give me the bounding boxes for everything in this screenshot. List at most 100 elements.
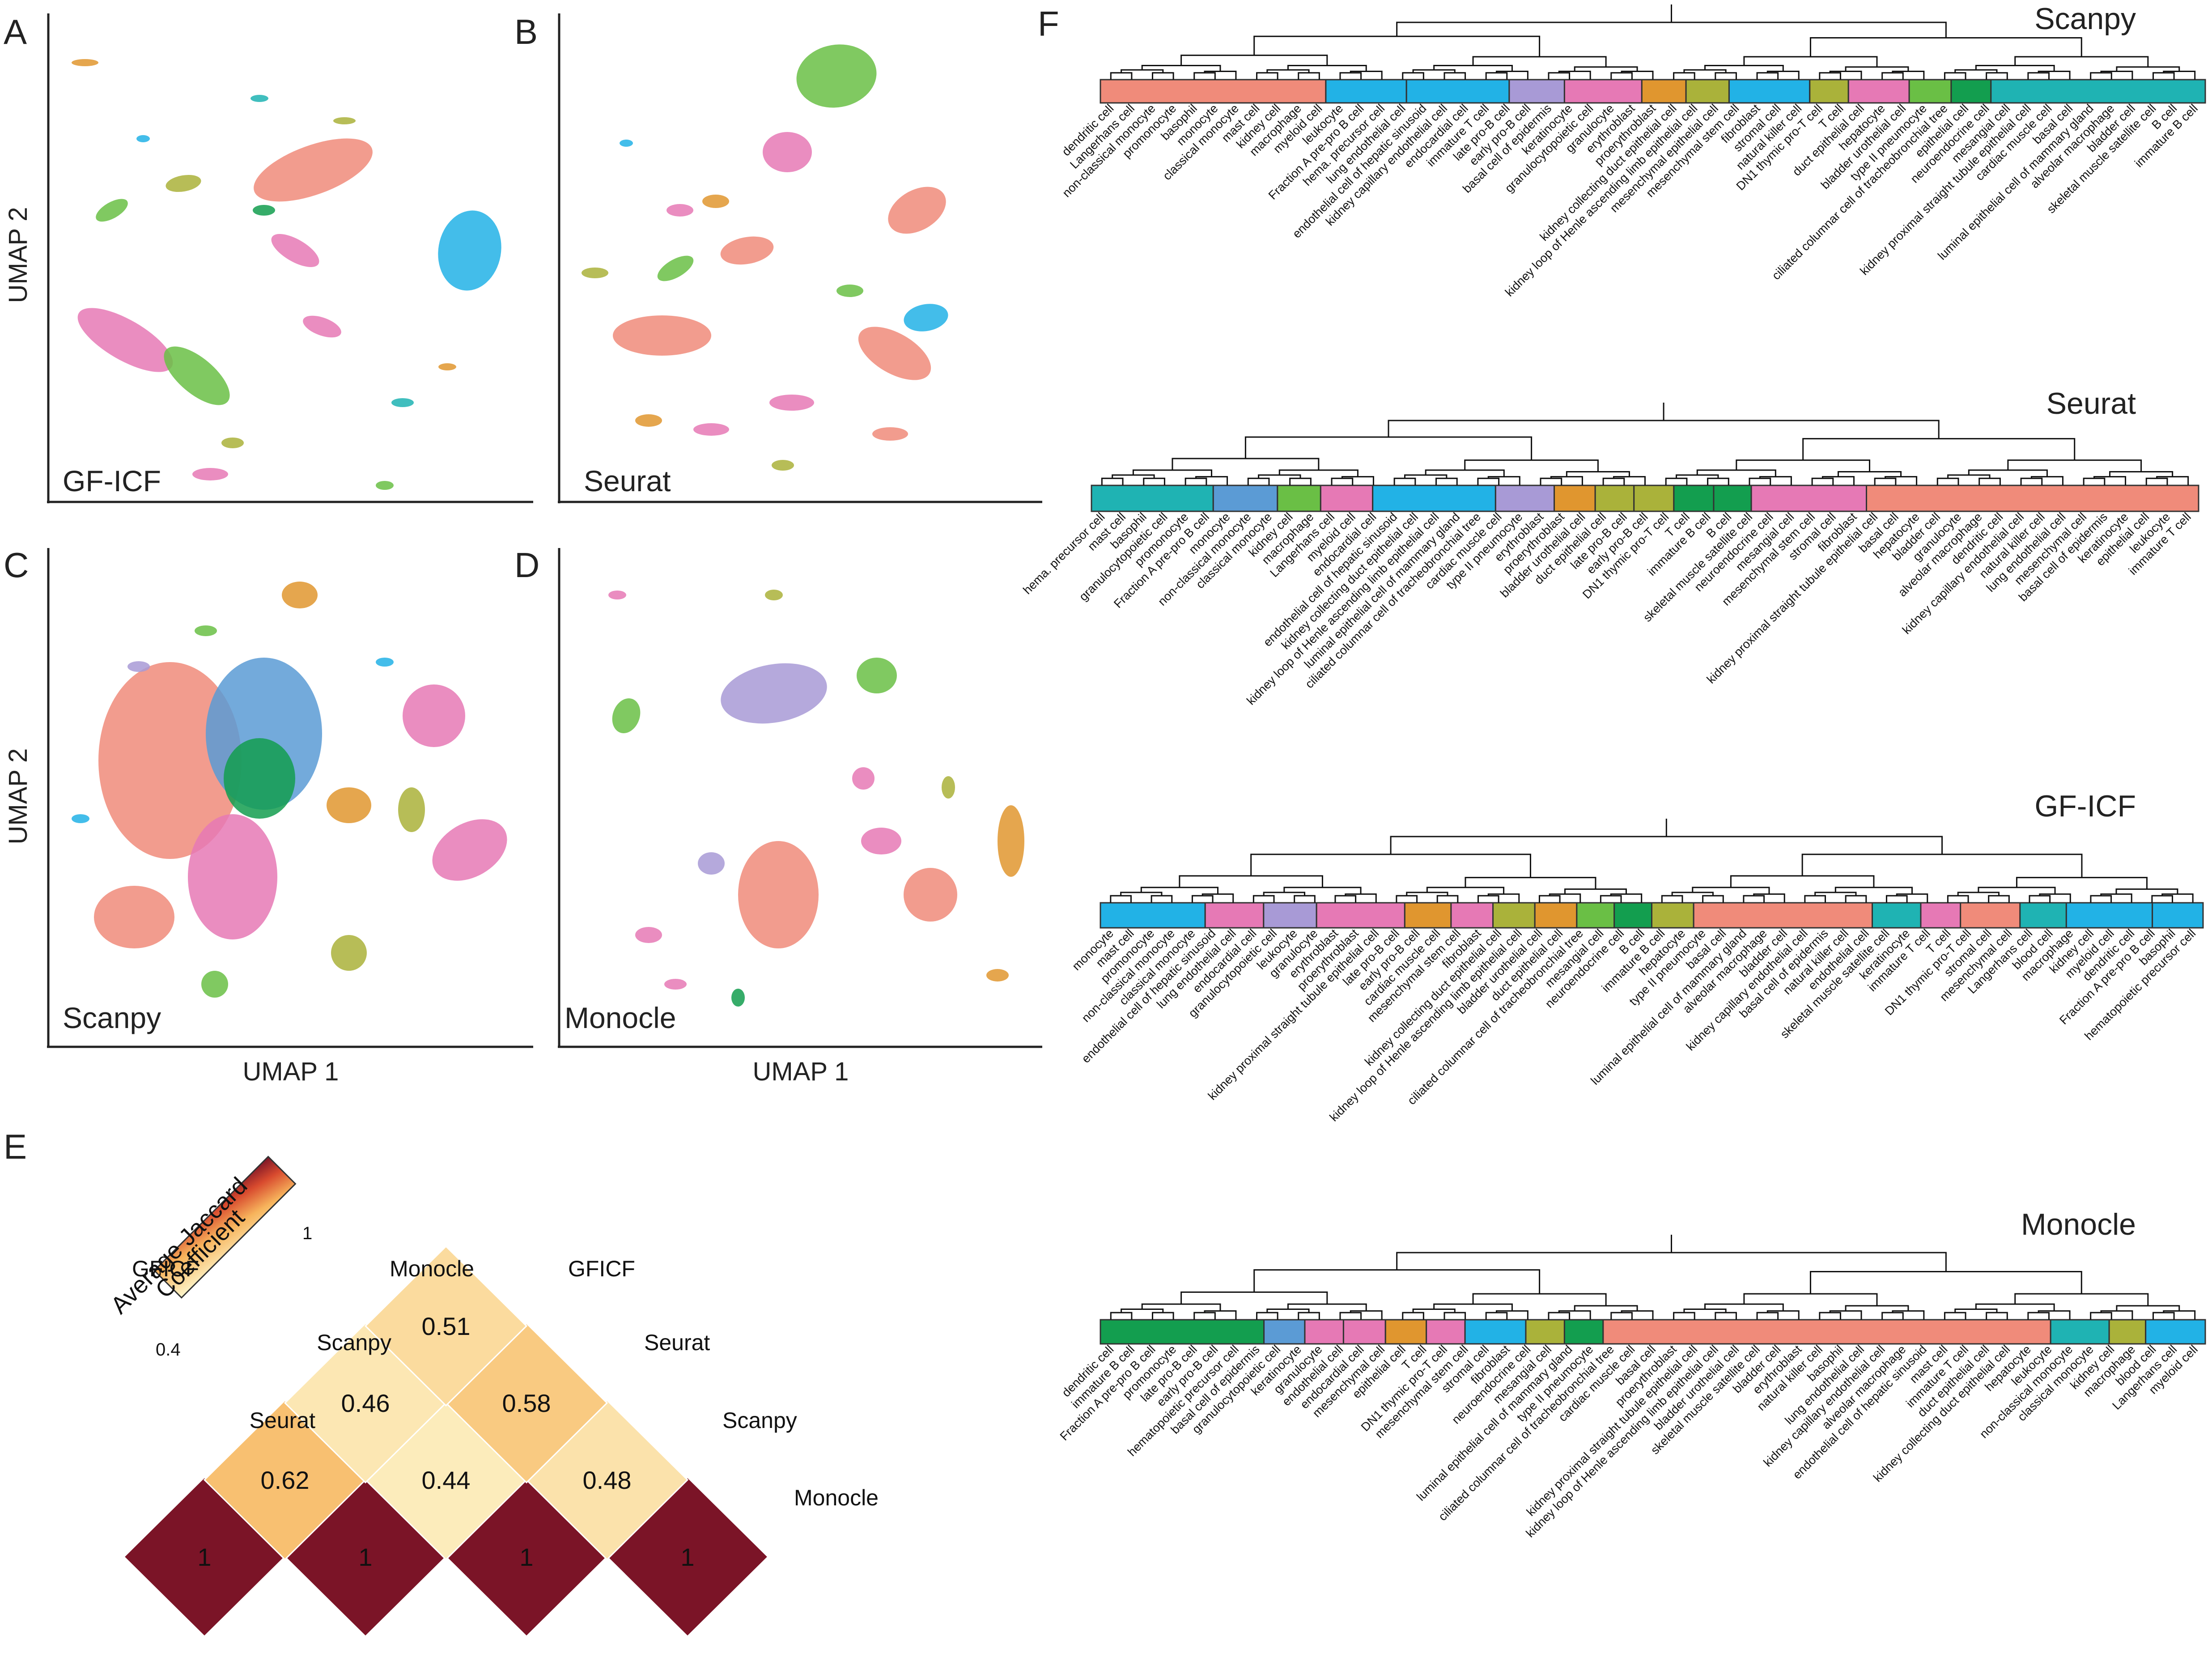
umap-cluster-c-9 [282,582,318,608]
umap-cluster-c-10 [195,625,217,636]
dendro-monocle-branch [1266,1309,1310,1313]
dendro-seurat-branch [1172,458,1320,470]
dendro-monocle-branch [1621,1310,1654,1320]
dendro-monocle-branch [1944,1312,1966,1320]
umap-cluster-b-17 [620,140,633,147]
dendro-seurat-cluster-6 [1554,484,1596,512]
umap-cluster-c-7 [327,787,371,823]
dendro-seurat-cluster-5 [1494,484,1555,512]
colorbar-min-label: 0.4 [156,1340,181,1360]
dendro-gficf-cluster-10 [1651,902,1694,929]
dendro-seurat-branch [1978,477,2001,485]
dendro-seurat-branch [1132,469,1213,477]
dendro-monocle-cluster-5 [1426,1319,1466,1345]
dendro-seurat-branch [1566,471,1630,477]
dendro-scanpy-cluster-9 [1847,79,1910,104]
dendro-scanpy-cluster-0 [1100,79,1327,104]
dendro-seurat-branch [1811,477,1834,485]
dendro-monocle-branch [1986,1312,2008,1320]
dendro-gficf-cluster-12 [1872,902,1922,929]
dendro-scanpy-cluster-6 [1685,79,1730,104]
dendro-gficf-cluster-2 [1263,902,1317,929]
dendro-scanpy-branch [1402,72,1424,80]
heatmap-value-gficf-monocle: 0.51 [422,1312,471,1340]
dendro-scanpy-branch [1287,64,1367,72]
umap-cluster-c-3 [94,886,174,948]
dendro-gficf-branch [1730,875,1875,888]
dendro-seurat-branch [1331,477,1354,485]
dendro-monocle-branch [1495,1310,1528,1320]
dendro-monocle-branch [1110,1312,1133,1320]
umap-cluster-b-12 [693,423,729,436]
umap-cluster-c-5 [403,684,465,747]
umap-cluster-a-12 [376,481,394,490]
dendro-scanpy-branch [1412,69,1456,73]
colorbar-gradient [153,1156,297,1299]
dendro-monocle-cluster-1 [1263,1319,1306,1345]
dendro-gficf-cluster-3 [1316,902,1405,929]
dendro-gficf-branch [2115,888,2178,894]
dendro-gficf-branch [1538,895,1561,903]
dendro-scanpy-branch [1396,21,1947,38]
panel-label-d: D [514,545,539,585]
dendro-seurat-branch [1289,477,1312,485]
dendro-gficf-branch [2090,895,2112,903]
dendro-gficf-branch [1390,836,1943,854]
dendro-monocle-branch [1892,1310,1925,1320]
dendro-scanpy-branch [2090,72,2112,80]
dendro-seurat-branch [1244,436,1533,460]
dendro-monocle-cluster-0 [1100,1319,1265,1345]
dendro-scanpy-branch [1610,72,1633,80]
dendro-monocle-branch [1610,1312,1633,1320]
umap-plot-seurat: Seurat [558,13,1042,503]
dendro-scanpy-branch [1944,72,1966,80]
heatmap-right-label-seurat: Seurat [644,1330,710,1355]
dendro-seurat-branch [1736,459,1870,472]
dendro-monocle-branch [2090,1312,2112,1320]
method-label-seurat: Seurat [584,464,671,497]
dendro-gficf-cluster-13 [1920,902,1962,929]
umap-cluster-a-2 [77,308,173,372]
dendro-gficf-branch [1743,895,1765,903]
dendro-scanpy-cluster-5 [1641,79,1687,104]
dendro-seurat-branch [1388,420,1940,439]
umap-cluster-d-7 [861,828,901,854]
dendro-seurat-cluster-12 [1866,484,2199,512]
dendro-scanpy-branch [1110,72,1133,80]
dendro-monocle-cluster-2 [1304,1319,1344,1345]
dendro-gficf-branch [1600,895,1622,903]
dendro-gficf-cluster-6 [1492,902,1536,929]
dendro-monocle-branch [1548,1312,1571,1320]
dendro-scanpy-branch [1756,72,1779,80]
dendro-monocle-branch [1819,1312,1841,1320]
dendro-monocle-branch [1809,1271,2082,1294]
dendro-seurat-branch [1435,477,1458,485]
dendro-monocle-branch [1339,1312,1362,1320]
dendro-gficf-branch [1804,895,1826,903]
method-label-scanpy: Scanpy [63,1001,161,1034]
heatmap-left-label-monocle: Monocle [390,1256,474,1281]
umap-cluster-d-6 [852,767,875,790]
dendro-scanpy-branch [1193,72,1216,80]
dendro-seurat-cluster-9 [1673,484,1715,512]
dendro-gficf-cluster-8 [1576,902,1615,929]
dendro-seurat-branch [1101,477,1124,485]
dendro-gficf-cluster-1 [1204,902,1265,929]
dendro-scanpy-branch [1683,69,1727,73]
heatmap-value-gficf-seurat: 0.62 [261,1466,310,1494]
dendro-scanpy-branch [1819,72,1841,80]
umap-cluster-a-1 [438,210,501,291]
umap-cluster-c-6 [432,819,507,881]
dendro-gficf-branch [1436,895,1459,903]
umap-cluster-b-5 [613,315,711,356]
umap-cluster-b-9 [702,195,729,208]
umap-cluster-b-14 [872,427,908,441]
umap-cluster-a-5 [253,205,275,216]
dendro-gficf-branch [1988,895,2010,903]
dendro-seurat-cluster-4 [1372,484,1496,512]
umap-cluster-d-10 [765,590,783,600]
dendro-seurat-branch [1258,474,1301,479]
